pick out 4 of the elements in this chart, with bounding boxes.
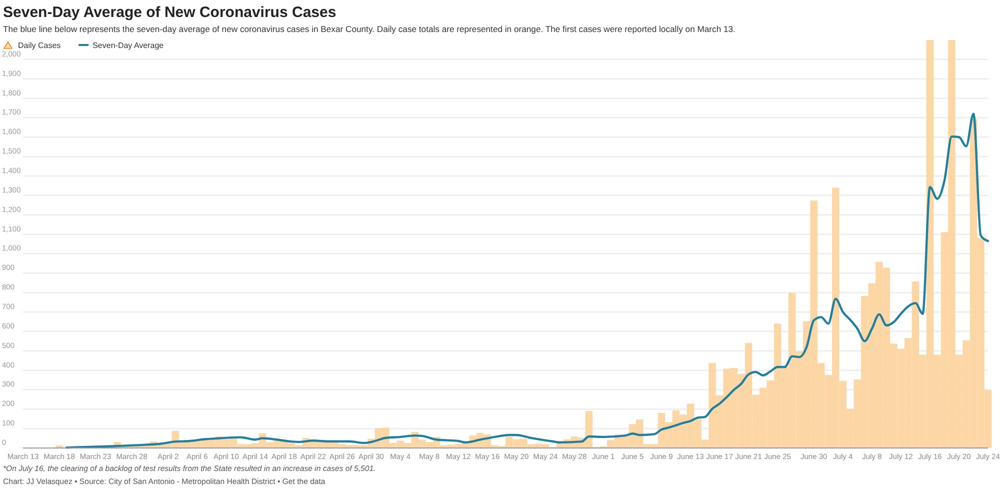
- legend-label: Seven-Day Average: [92, 41, 164, 50]
- chart-title: Seven-Day Average of New Coronavirus Cases: [3, 4, 336, 21]
- chart-subtitle: The blue line below represents the seven-day average of new coronavirus cases in Bexar County. Daily case totals are represented in orange. The first cases were reported locally on March 13.: [3, 24, 736, 34]
- legend-label: Daily Cases: [18, 41, 61, 50]
